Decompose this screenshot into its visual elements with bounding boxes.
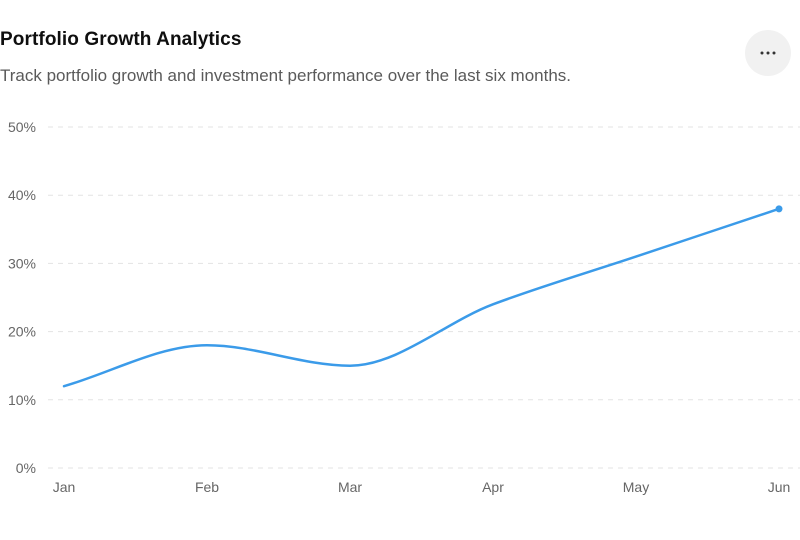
x-tick-label: Apr bbox=[482, 479, 504, 495]
chart-header: Portfolio Growth Analytics Track portfol… bbox=[0, 0, 800, 100]
y-tick-label: 10% bbox=[8, 392, 36, 408]
grid-lines bbox=[48, 126, 800, 469]
x-tick-label: Jan bbox=[53, 479, 76, 495]
x-axis: Jan Feb Mar Apr May Jun bbox=[53, 479, 791, 495]
y-tick-label: 0% bbox=[16, 460, 36, 476]
x-tick-label: May bbox=[623, 479, 649, 495]
y-tick-label: 40% bbox=[8, 187, 36, 203]
y-tick-label: 30% bbox=[8, 255, 36, 271]
chart-title: Portfolio Growth Analytics bbox=[0, 29, 242, 50]
x-tick-label: Mar bbox=[338, 479, 362, 495]
series-line bbox=[62, 207, 781, 388]
y-tick-label: 20% bbox=[8, 324, 36, 340]
data-point[interactable] bbox=[775, 205, 783, 213]
y-tick-label: 50% bbox=[8, 119, 36, 135]
x-tick-label: Feb bbox=[195, 479, 219, 495]
y-axis: 0% 10% 20% 30% 40% 50% bbox=[8, 119, 36, 476]
more-options-button[interactable] bbox=[745, 30, 791, 76]
series-layer bbox=[62, 205, 783, 388]
more-horizontal-icon bbox=[760, 51, 776, 55]
x-tick-label: Jun bbox=[768, 479, 791, 495]
chart-subtitle: Track portfolio growth and investment pe… bbox=[0, 66, 572, 85]
line-chart: 0% 10% 20% 30% 40% 50% Jan Feb Mar Apr May Jun bbox=[8, 119, 800, 495]
chart-area: 0% 10% 20% 30% 40% 50% Jan Feb Mar Apr May Jun bbox=[0, 100, 800, 540]
